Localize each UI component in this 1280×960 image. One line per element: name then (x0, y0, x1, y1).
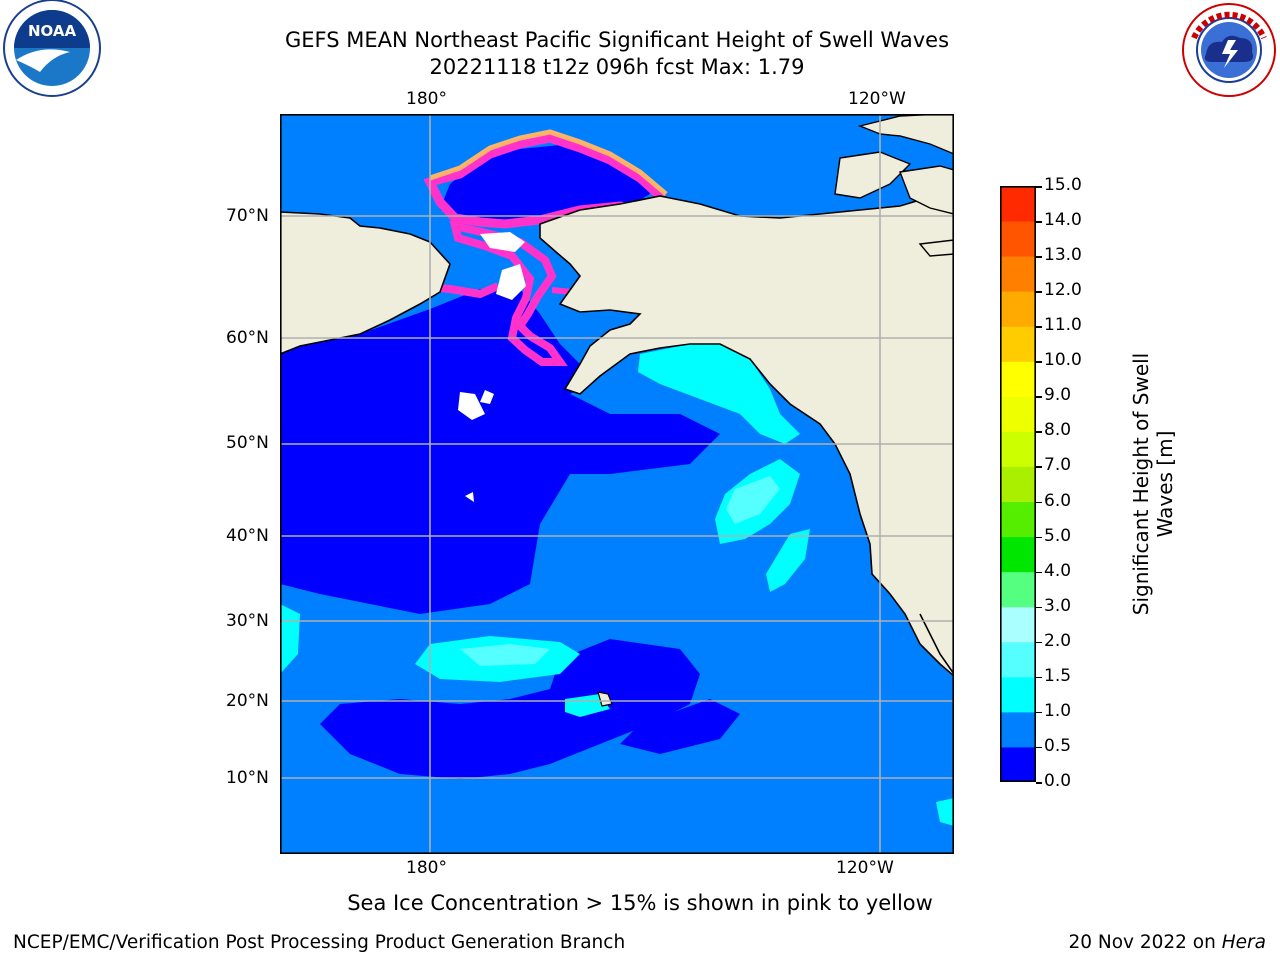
colorbar-tick-mark (1036, 221, 1042, 223)
colorbar-bin (1000, 501, 1036, 538)
title-line-2: 20221118 t12z 096h fcst Max: 1.79 (429, 55, 805, 79)
lat-tick-40n: 40°N (226, 526, 269, 546)
colorbar-tick-mark (1036, 711, 1042, 714)
colorbar-bin (1000, 466, 1036, 503)
colorbar (1000, 186, 1036, 782)
colorbar-tick-mark (1036, 396, 1042, 398)
colorbar-bin (1000, 361, 1036, 397)
lat-tick-30n: 30°N (226, 611, 269, 631)
machine-name: Hera (1221, 932, 1266, 953)
colorbar-tick-label: 13.0 (1044, 245, 1082, 266)
colorbar-tick-label: 15.0 (1044, 175, 1082, 195)
title-line-1: GEFS MEAN Northeast Pacific Significant … (284, 28, 950, 52)
colorbar-bin (1000, 536, 1036, 573)
colorbar-tick-mark (1036, 606, 1042, 609)
colorbar-tick-mark (1036, 746, 1042, 749)
colorbar-bin (1000, 221, 1036, 257)
colorbar-tick-label: 9.0 (1044, 385, 1072, 406)
lat-tick-50n: 50°N (226, 433, 269, 453)
colorbar-bin (1000, 291, 1036, 327)
colorbar-tick-mark (1036, 536, 1042, 539)
colorbar-tick-label: 14.0 (1044, 210, 1082, 231)
date-text: 20 Nov 2022 on (1068, 932, 1216, 953)
colorbar-tick-label: 1.0 (1044, 700, 1072, 721)
colorbar-tick-mark (1036, 361, 1042, 363)
colorbar-tick-mark (1036, 186, 1042, 188)
lat-tick-20n: 20°N (226, 691, 269, 711)
swell-height-map (280, 114, 954, 854)
lat-tick-70n: 70°N (226, 206, 269, 226)
lat-tick-10n: 10°N (226, 768, 269, 788)
colorbar-tick-label: 5.0 (1044, 525, 1072, 546)
colorbar-tick-mark (1036, 676, 1042, 679)
bottom-tick-120w: 120°W (836, 858, 894, 878)
colorbar-tick-label: 0.5 (1044, 735, 1072, 756)
colorbar-bin (1000, 186, 1036, 222)
colorbar-tick-label: 10.0 (1044, 350, 1082, 371)
colorbar-tick-label: 1.5 (1044, 665, 1072, 686)
colorbar-tick-mark (1036, 501, 1042, 504)
colorbar-tick-mark (1036, 431, 1042, 433)
colorbar-tick-mark (1036, 256, 1042, 258)
colorbar-tick-label: 4.0 (1044, 560, 1072, 581)
colorbar-tick-label: 2.0 (1044, 630, 1072, 651)
colorbar-tick-label: 12.0 (1044, 280, 1082, 301)
colorbar-tick-mark (1036, 326, 1042, 328)
colorbar-tick-mark (1036, 466, 1042, 468)
colorbar-tick-label: 7.0 (1044, 455, 1072, 476)
bottom-tick-180: 180° (406, 858, 447, 878)
colorbar-tick-label: 3.0 (1044, 595, 1072, 616)
colorbar-tick-label: 0.0 (1044, 771, 1072, 791)
lat-tick-60n: 60°N (226, 328, 269, 348)
colorbar-tick-mark (1036, 291, 1042, 293)
colorbar-label-line-1b: Significant Height of Swell (1129, 352, 1153, 616)
colorbar-bin (1000, 326, 1036, 362)
noaa-logo-text: NOAA (28, 22, 77, 40)
noaa-logo: NOAA (3, 0, 101, 97)
colorbar-tick-mark (1036, 782, 1042, 784)
top-tick-120w: 120°W (848, 89, 906, 109)
colorbar-bin (1000, 711, 1036, 748)
colorbar-label-line-2: Waves [m] (1153, 430, 1177, 538)
colorbar-tick-mark (1036, 571, 1042, 574)
colorbar-tick-label: 6.0 (1044, 490, 1072, 511)
date-stamp: 20 Nov 2022 on Hera (1068, 932, 1266, 953)
colorbar-tick-label: 11.0 (1044, 315, 1082, 336)
colorbar-tick-mark (1036, 641, 1042, 644)
nws-logo (1182, 3, 1276, 97)
top-tick-180: 180° (406, 89, 447, 109)
colorbar-bin (1000, 676, 1036, 713)
colorbar-bin (1000, 641, 1036, 678)
colorbar-bin (1000, 746, 1036, 782)
colorbar-bin (1000, 571, 1036, 608)
sea-ice-note: Sea Ice Concentration > 15% is shown in … (347, 891, 933, 915)
colorbar-bin (1000, 606, 1036, 643)
colorbar-tick-label: 8.0 (1044, 420, 1072, 441)
colorbar-border (1000, 186, 1036, 782)
colorbar-bin (1000, 256, 1036, 292)
credit-text: NCEP/EMC/Verification Post Processing Pr… (13, 932, 626, 953)
colorbar-bin (1000, 431, 1036, 467)
colorbar-bin (1000, 396, 1036, 432)
colorbar-label-wrap: Significant Height of Swell Waves [m] (1129, 353, 1177, 615)
